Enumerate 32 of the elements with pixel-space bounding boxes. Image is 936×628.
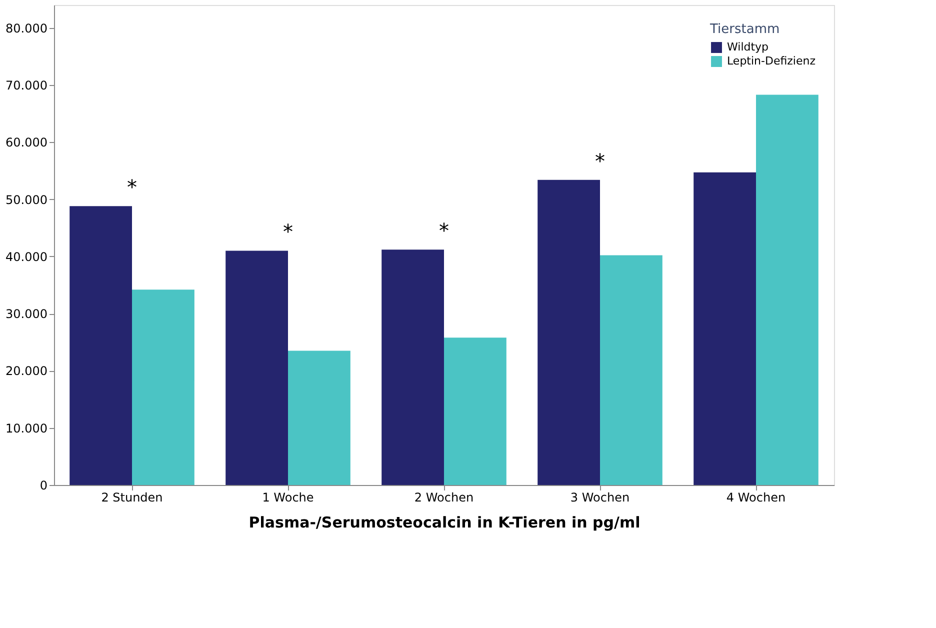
bar	[538, 180, 600, 485]
bar	[444, 338, 506, 485]
y-tick-label: 50.000	[6, 192, 48, 207]
legend-label: Wildtyp	[727, 40, 769, 54]
y-tick-label: 70.000	[6, 78, 48, 92]
legend-title: Tierstamm	[709, 22, 780, 37]
legend-label: Leptin-Defizienz	[727, 54, 816, 68]
annotation: *	[439, 218, 449, 243]
x-axis-title: Plasma-/Serumosteocalcin in K-Tieren in pg/ml	[248, 514, 640, 532]
x-tick-label: 2 Wochen	[414, 490, 474, 504]
annotation: *	[127, 175, 137, 200]
y-tick-label: 60.000	[6, 136, 48, 150]
y-tick-label: 30.000	[6, 307, 48, 322]
bar	[132, 290, 194, 485]
annotation: *	[595, 148, 605, 173]
y-tick-label: 10.000	[6, 421, 48, 436]
bar	[382, 250, 444, 485]
y-tick-label: 40.000	[6, 250, 48, 264]
y-tick-label: 0	[40, 478, 48, 492]
x-tick-label: 2 Stunden	[101, 490, 163, 504]
x-tick-label: 4 Wochen	[726, 490, 786, 504]
bar	[694, 172, 756, 485]
bar	[600, 255, 662, 485]
bar	[70, 206, 132, 485]
x-tick-label: 3 Wochen	[570, 490, 630, 504]
x-tick-label: 1 Woche	[262, 490, 314, 504]
y-tick-label: 80.000	[6, 21, 48, 36]
y-tick-label: 20.000	[6, 364, 48, 378]
bar	[756, 94, 818, 485]
bar	[226, 250, 288, 485]
bar	[288, 350, 350, 485]
annotation: *	[283, 220, 293, 244]
